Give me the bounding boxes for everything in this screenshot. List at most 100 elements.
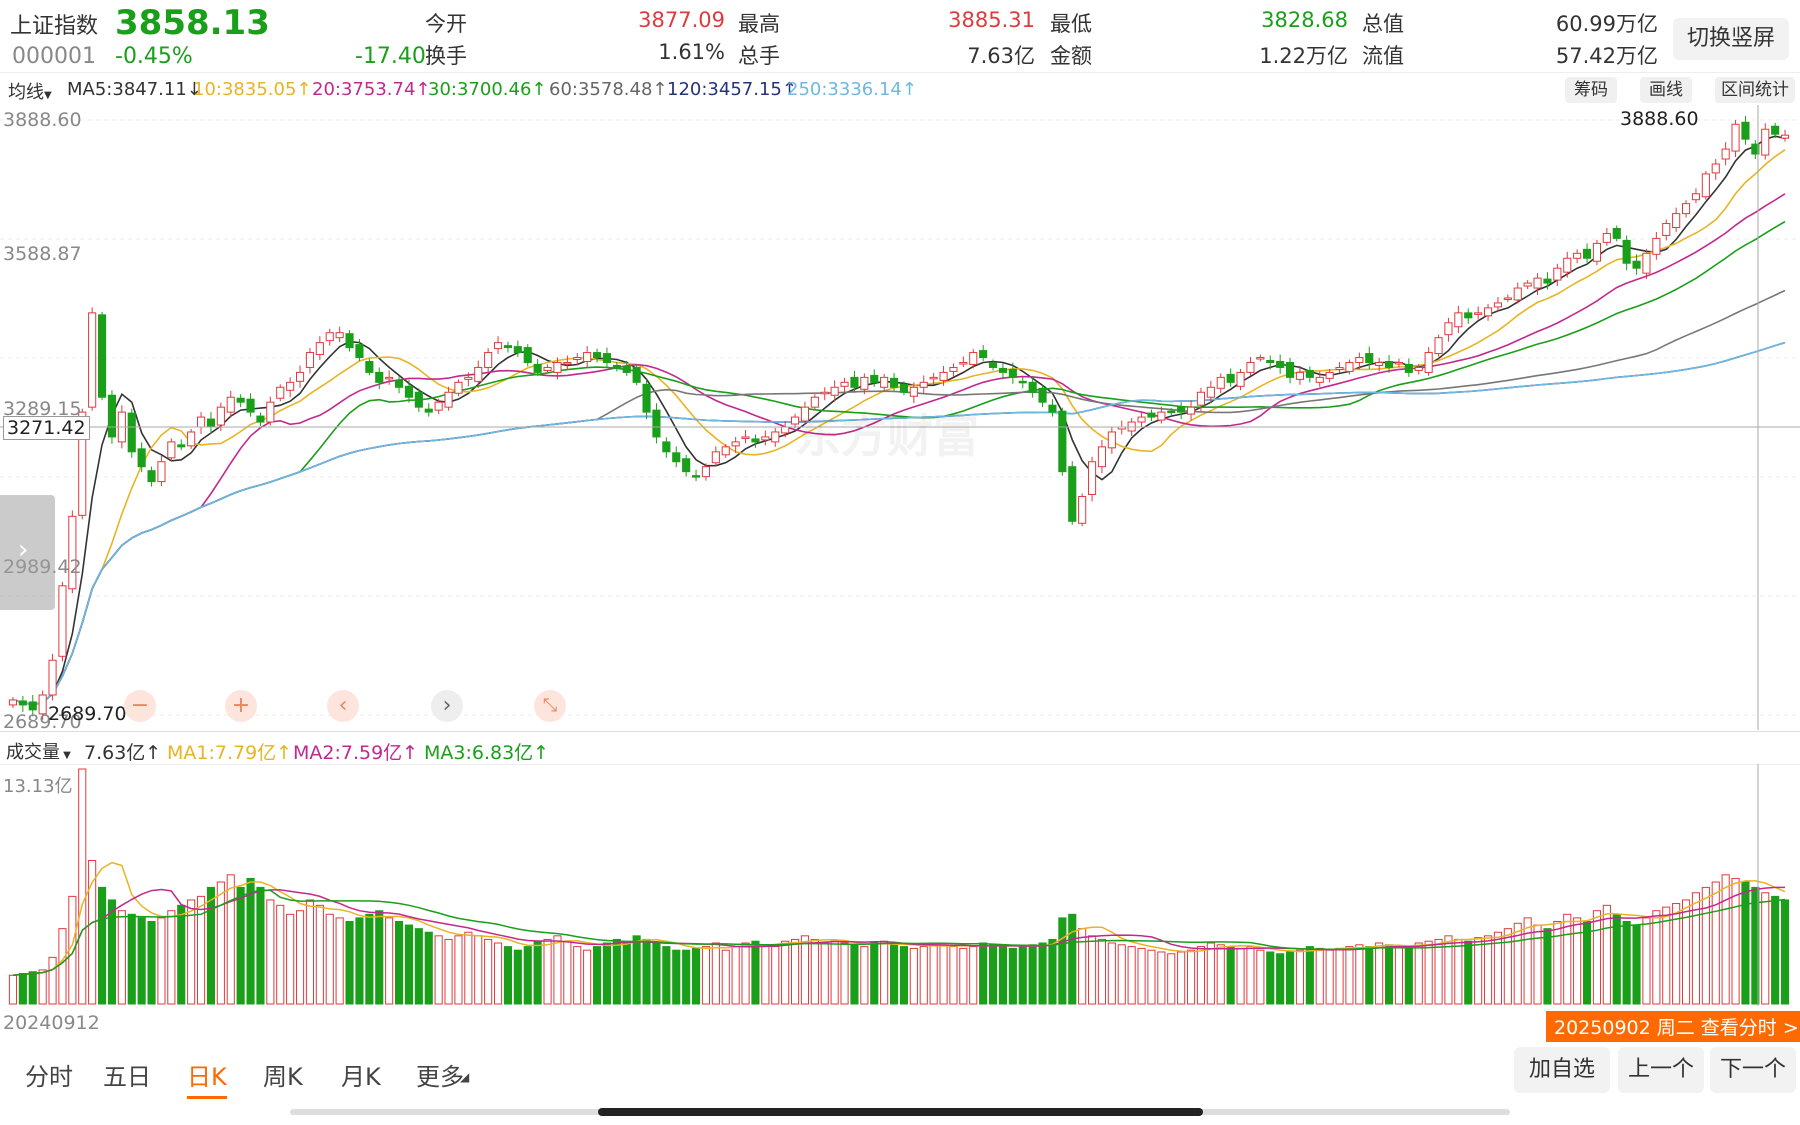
volume-ma-line (12, 889, 1786, 977)
candle (266, 396, 275, 426)
tab-1[interactable]: 五日 (103, 1063, 151, 1091)
range-stats-button[interactable]: 区间统计 (1715, 77, 1795, 103)
volume-bar (365, 913, 374, 1005)
ma-legend-item: 20:3753.74↑ (312, 79, 431, 100)
ma10-line (12, 149, 1786, 706)
volume-bar (1186, 949, 1196, 1005)
candle (276, 384, 285, 402)
volume-bar (1394, 946, 1404, 1005)
candle (196, 412, 206, 434)
cursor-date-button[interactable]: 20250902 周二 查看分时 > (1546, 1011, 1800, 1042)
candle (18, 695, 27, 712)
volume-bar (771, 946, 780, 1005)
volume-bar (1592, 910, 1602, 1005)
next-button[interactable]: 下一个 (1710, 1047, 1796, 1093)
more-arrow-icon: ◢ (460, 1070, 470, 1084)
stat-value: 1.61% (658, 40, 725, 64)
watermark: 东方财富 (795, 409, 979, 463)
candle (1206, 380, 1215, 403)
candle (48, 653, 57, 701)
tab-4[interactable]: 月K (341, 1063, 381, 1091)
candle (1167, 408, 1176, 416)
volume-bar (919, 946, 928, 1005)
volume-bar (711, 942, 720, 1005)
switch-portrait-button[interactable]: 切换竖屏 (1673, 18, 1789, 60)
pan-left-button[interactable]: ‹ (327, 690, 359, 722)
candle (127, 408, 136, 458)
chip-button[interactable]: 筹码 (1565, 77, 1617, 103)
candle (464, 372, 473, 387)
change-amount: -17.40 (355, 44, 426, 69)
divider (0, 764, 1800, 765)
candle (315, 336, 324, 361)
candle (1147, 409, 1156, 422)
candle (860, 373, 869, 395)
stat-label: 流值 (1362, 44, 1404, 68)
draw-line-button[interactable]: 画线 (1640, 77, 1692, 103)
volume-bar (830, 940, 839, 1005)
zoom-out-button[interactable]: − (124, 690, 156, 722)
volume-bar (810, 938, 819, 1005)
ma30-line (12, 220, 1786, 706)
volume-bar (1107, 942, 1116, 1005)
volume-bar (8, 974, 18, 1005)
previous-button[interactable]: 上一个 (1618, 1047, 1704, 1093)
candle (1048, 399, 1057, 417)
volume-selector[interactable]: 成交量 ▼ (6, 738, 71, 764)
volume-legend-item: MA1:7.79亿↑ (167, 742, 293, 764)
tab-3[interactable]: 周K (263, 1063, 303, 1091)
high-marker: 3888.60 (1620, 108, 1699, 130)
volume-bar (622, 940, 631, 1005)
candle (1543, 272, 1552, 290)
stat-value: 3828.68 (1261, 8, 1348, 32)
volume-bar (1315, 947, 1324, 1005)
volume-bar (1305, 946, 1314, 1005)
volume-bar (246, 877, 255, 1005)
add-watchlist-button[interactable]: 加自选 (1514, 1047, 1610, 1093)
ma60-line (12, 289, 1786, 706)
volume-bar (1137, 947, 1146, 1005)
ma-selector[interactable]: 均线▼ (8, 78, 52, 104)
volume-bar (424, 931, 433, 1005)
candle (1117, 420, 1126, 435)
candle (1533, 273, 1542, 295)
candle (741, 429, 750, 444)
scroll-thumb[interactable] (598, 1108, 1203, 1116)
volume-bar (58, 928, 67, 1005)
tab-5[interactable]: 更多 (416, 1063, 464, 1091)
pan-right-button[interactable]: › (431, 690, 463, 722)
candle (1612, 225, 1621, 242)
candle (701, 463, 711, 481)
stat-label: 今开 (425, 12, 467, 36)
stock-code: 000001 (12, 44, 96, 69)
candle (682, 454, 691, 477)
zoom-in-button[interactable]: + (225, 690, 257, 722)
volume-bar (1563, 913, 1572, 1005)
ma-legend-item: 120:3457.15↑ (667, 79, 797, 100)
volume-bar (523, 946, 532, 1005)
volume-bar (18, 973, 27, 1005)
volume-chart[interactable] (0, 764, 1800, 1006)
volume-bar (1681, 899, 1691, 1005)
side-panel-handle[interactable]: › (0, 495, 55, 610)
volume-bar (1474, 937, 1483, 1005)
candle (979, 345, 988, 361)
volume-bar (1553, 920, 1562, 1005)
reset-zoom-icon[interactable]: ⤡ (534, 690, 566, 722)
tab-0[interactable]: 分时 (25, 1063, 73, 1091)
tab-2[interactable]: 日K (187, 1057, 227, 1099)
volume-bar (216, 881, 225, 1005)
candle (404, 379, 414, 403)
volume-bar (1285, 951, 1295, 1005)
volume-bar (1087, 935, 1097, 1005)
volume-bar (1642, 917, 1651, 1005)
dropdown-arrow-icon: ▼ (44, 90, 52, 101)
volume-bar (741, 942, 750, 1005)
candle (1345, 359, 1354, 375)
candle (563, 355, 572, 370)
volume-bar (127, 913, 136, 1005)
ma-legend-item: 10:3835.05↑ (193, 79, 312, 100)
kline-chart[interactable] (0, 105, 1800, 730)
ma-selector-label: 均线 (8, 82, 44, 103)
candle (236, 394, 245, 408)
